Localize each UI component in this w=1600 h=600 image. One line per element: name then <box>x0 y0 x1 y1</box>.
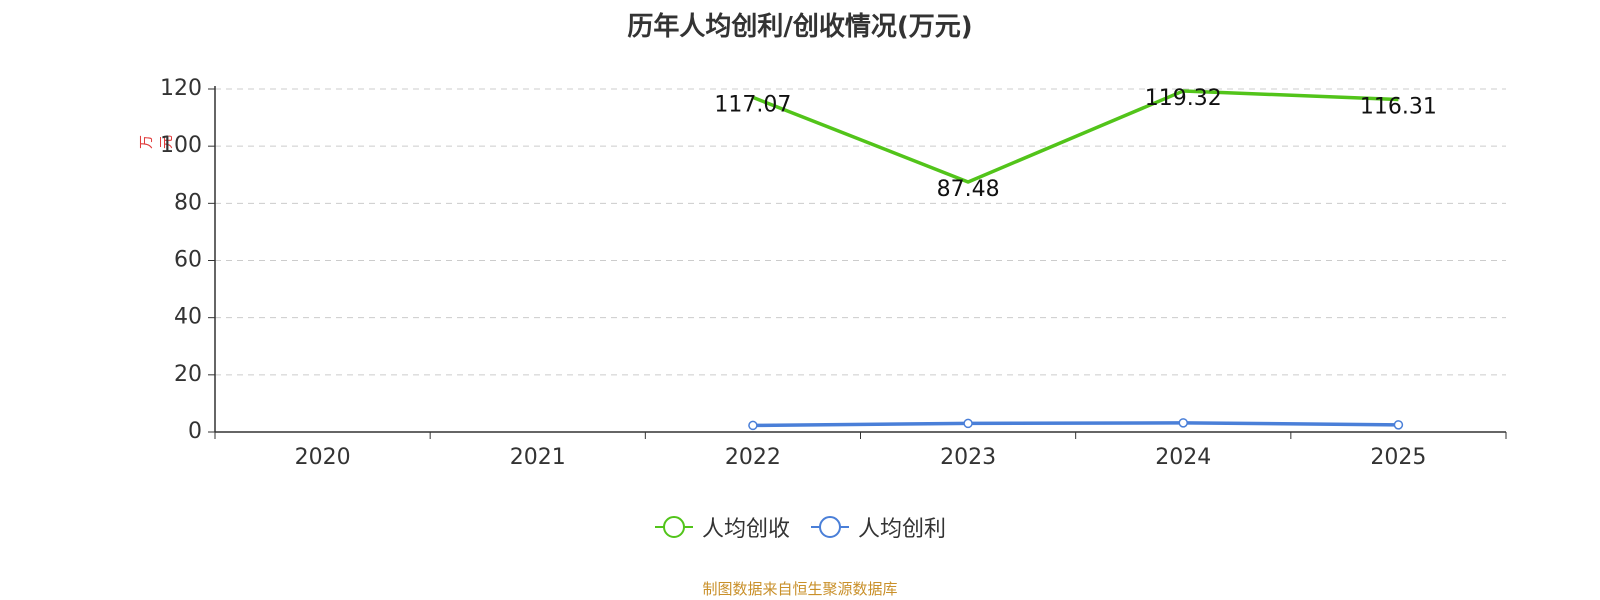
x-tick-label: 2024 <box>1155 445 1211 470</box>
legend-line-circle-icon <box>811 516 849 538</box>
y-tick-label: 120 <box>160 76 202 101</box>
chart-title: 历年人均创利/创收情况(万元) <box>627 12 973 42</box>
grid-lines <box>215 88 1506 376</box>
y-tick-label: 60 <box>174 248 202 273</box>
data-point <box>1178 418 1188 428</box>
x-tick-label: 2025 <box>1370 445 1426 470</box>
data-label: 116.31 <box>1360 95 1437 120</box>
legend-line-circle-icon <box>654 516 693 538</box>
data-label: 119.32 <box>1145 86 1222 111</box>
data-source-note: 制图数据来自恒生聚源数据库 <box>702 580 898 598</box>
y-tick-label: 80 <box>174 190 202 215</box>
legend-label-profit: 人均创利 <box>858 517 947 542</box>
x-tick-label: 2023 <box>940 445 996 470</box>
legend-item-revenue[interactable]: 人均创收 <box>654 511 790 543</box>
series-line-0 <box>752 89 1399 184</box>
legend-item-profit[interactable]: 人均创利 <box>810 511 946 543</box>
axes: 0 20 40 60 80 100 120 2020 2021 2022 2023 2024 2025 <box>160 76 1507 470</box>
x-tick-label: 2021 <box>510 445 566 470</box>
legend-label-revenue: 人均创收 <box>701 517 790 542</box>
data-label: 87.48 <box>937 177 1000 202</box>
y-tick-label: 0 <box>188 419 202 444</box>
data-point <box>1393 420 1404 430</box>
data-label: 117.07 <box>714 92 791 117</box>
y-tick-label: 40 <box>174 305 202 330</box>
y-tick-label: 100 <box>160 133 202 158</box>
series-line-1 <box>752 421 1399 428</box>
series <box>748 89 1404 431</box>
legend: 人均创收 人均创利 <box>0 511 1600 543</box>
y-tick-label: 20 <box>174 362 202 387</box>
data-point <box>748 420 758 431</box>
data-labels: 117.07 87.48 119.32 116.31 <box>714 86 1436 202</box>
data-point <box>963 418 973 429</box>
x-tick-label: 2020 <box>295 445 351 470</box>
x-tick-label: 2022 <box>725 445 781 470</box>
